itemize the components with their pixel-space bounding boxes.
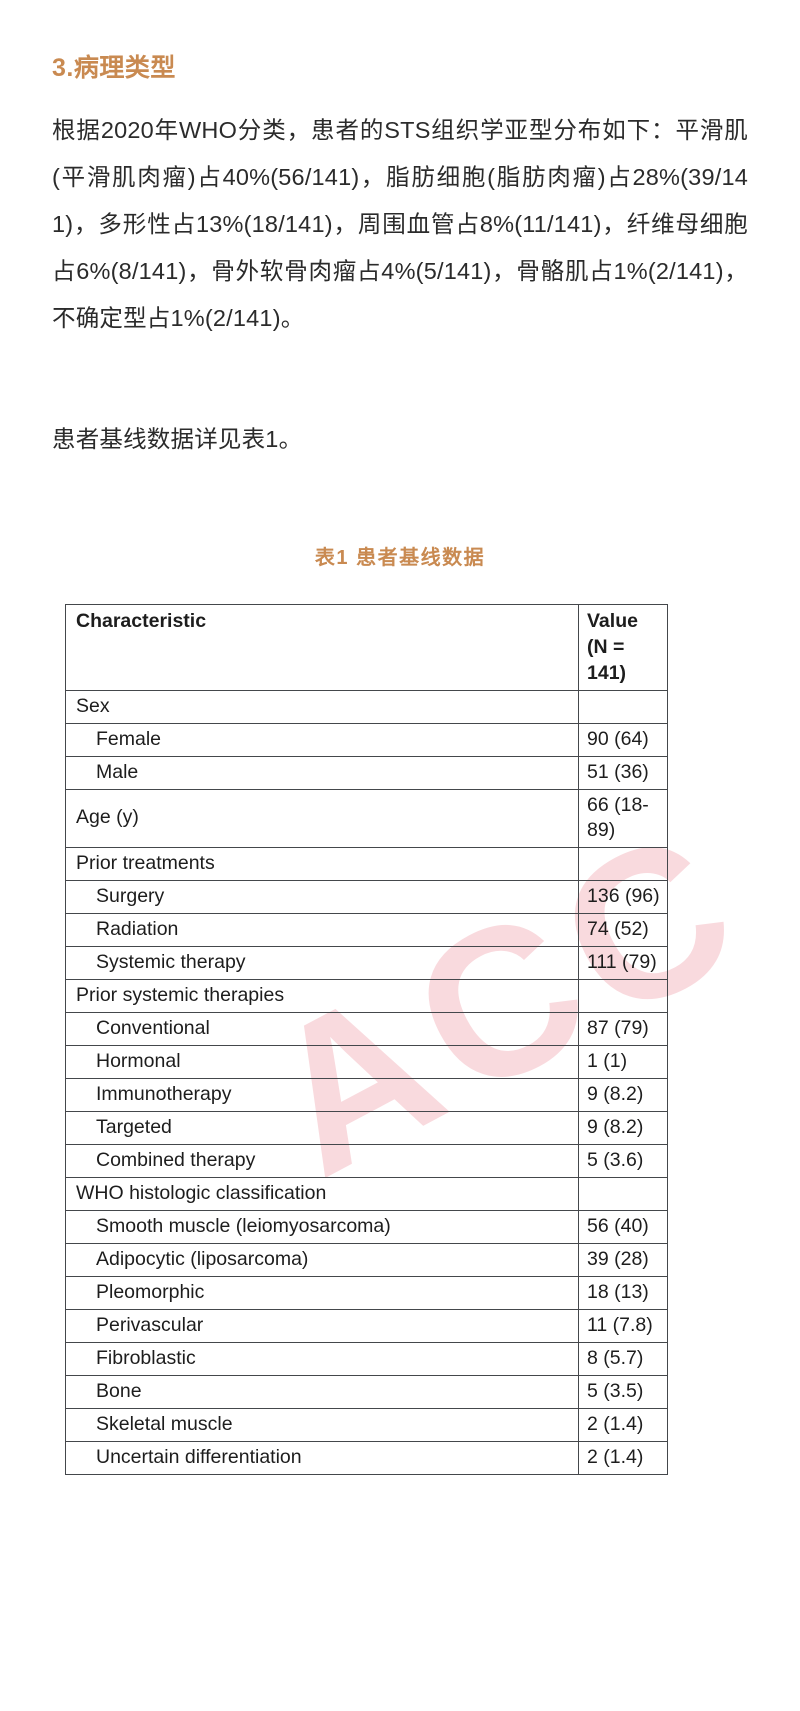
row-value-cell: 11 (7.8) [578,1308,668,1343]
row-value-cell [578,689,668,724]
table-row: Uncertain differentiation 2 (1.4) [65,1440,668,1475]
row-value-cell: 39 (28) [578,1242,668,1277]
row-label-cell: Prior systemic therapies [65,978,579,1013]
row-label-cell: Conventional [65,1011,579,1046]
row-value-cell: 111 (79) [578,945,668,980]
row-value-cell: 5 (3.5) [578,1374,668,1409]
row-value-cell [578,1176,668,1211]
table-row: Skeletal muscle 2 (1.4) [65,1407,668,1442]
table-container: Characteristic Value (N = 141) Sex Female… [52,570,748,1475]
table-row: Surgery 136 (96) [65,879,668,914]
row-value-cell: 90 (64) [578,722,668,757]
row-label-cell: Combined therapy [65,1143,579,1178]
table-row: Targeted 9 (8.2) [65,1110,668,1145]
document-page: 3.病理类型 根据2020年WHO分类，患者的STS组织学亚型分布如下：平滑肌(… [52,54,748,1475]
column-header-characteristic-label: Characteristic [76,609,207,632]
row-label-cell: Smooth muscle (leiomyosarcoma) [65,1209,579,1244]
row-value-cell: 56 (40) [578,1209,668,1244]
body-paragraph-table-reference: 患者基线数据详见表1。 [52,425,303,452]
baseline-characteristics-table: Characteristic Value (N = 141) Sex Female… [65,603,668,1475]
table-row: Prior systemic therapies [65,978,668,1013]
row-label-cell: Radiation [65,912,579,947]
row-value-cell: 5 (3.6) [578,1143,668,1178]
row-label-cell: WHO histologic classification [65,1176,579,1211]
row-value-cell [578,978,668,1013]
row-label-cell: Prior treatments [65,846,579,881]
table-row: Sex [65,689,668,724]
row-label-cell: Sex [65,689,579,724]
table-row: Conventional 87 (79) [65,1011,668,1046]
table-row: Systemic therapy 111 (79) [65,945,668,980]
column-header-value: Value (N = 141) [578,603,668,691]
row-label-cell: Bone [65,1374,579,1409]
row-value-cell: 66 (18-89) [578,788,668,848]
row-value-cell: 8 (5.7) [578,1341,668,1376]
row-label-cell: Targeted [65,1110,579,1145]
table-row: Smooth muscle (leiomyosarcoma) 56 (40) [65,1209,668,1244]
row-label-cell: Pleomorphic [65,1275,579,1310]
column-header-value-n: (N = 141) [587,635,627,684]
table-row: Fibroblastic 8 (5.7) [65,1341,668,1376]
row-value-cell: 1 (1) [578,1044,668,1079]
table-row: Female 90 (64) [65,722,668,757]
row-label-cell: Fibroblastic [65,1341,579,1376]
row-value-cell: 74 (52) [578,912,668,947]
table-row: WHO histologic classification [65,1176,668,1211]
row-label-cell: Surgery [65,879,579,914]
table-caption: 表1 患者基线数据 [314,546,486,569]
row-value-cell [578,846,668,881]
table-row: Immunotherapy 9 (8.2) [65,1077,668,1112]
row-label-cell: Age (y) [65,788,579,848]
table-head: Characteristic Value (N = 141) [65,603,668,691]
table-body: Sex Female 90 (64) Male 51 (36) Age (y) 66 (18… [65,689,668,1475]
table-row: Pleomorphic 18 (13) [65,1275,668,1310]
row-value-cell: 51 (36) [578,755,668,790]
table-row: Hormonal 1 (1) [65,1044,668,1079]
section-heading: 3.病理类型 [52,54,176,82]
row-value-cell: 18 (13) [578,1275,668,1310]
row-value-cell: 9 (8.2) [578,1077,668,1112]
table-row: Radiation 74 (52) [65,912,668,947]
row-label-cell: Hormonal [65,1044,579,1079]
row-label-cell: Adipocytic (liposarcoma) [65,1242,579,1277]
row-value-cell: 9 (8.2) [578,1110,668,1145]
row-label-cell: Female [65,722,579,757]
table-row: Bone 5 (3.5) [65,1374,668,1409]
row-value-cell: 136 (96) [578,879,668,914]
row-label-cell: Uncertain differentiation [65,1440,579,1475]
row-value-cell: 87 (79) [578,1011,668,1046]
row-label-cell: Skeletal muscle [65,1407,579,1442]
row-value-cell: 2 (1.4) [578,1440,668,1475]
column-header-characteristic: Characteristic [65,603,579,691]
column-header-value-label: Value [587,609,638,632]
table-row: Prior treatments [65,846,668,881]
row-label-cell: Male [65,755,579,790]
table-row: Adipocytic (liposarcoma) 39 (28) [65,1242,668,1277]
table-header-row: Characteristic Value (N = 141) [65,603,668,691]
table-row: Male 51 (36) [65,755,668,790]
row-value-cell: 2 (1.4) [578,1407,668,1442]
table-row: Age (y) 66 (18-89) [65,788,668,848]
row-label-cell: Perivascular [65,1308,579,1343]
row-label-cell: Immunotherapy [65,1077,579,1112]
table-row: Perivascular 11 (7.8) [65,1308,668,1343]
body-paragraph-pathology: 根据2020年WHO分类，患者的STS组织学亚型分布如下：平滑肌(平滑肌肉瘤)占… [52,116,748,331]
table-row: Combined therapy 5 (3.6) [65,1143,668,1178]
row-label-cell: Systemic therapy [65,945,579,980]
